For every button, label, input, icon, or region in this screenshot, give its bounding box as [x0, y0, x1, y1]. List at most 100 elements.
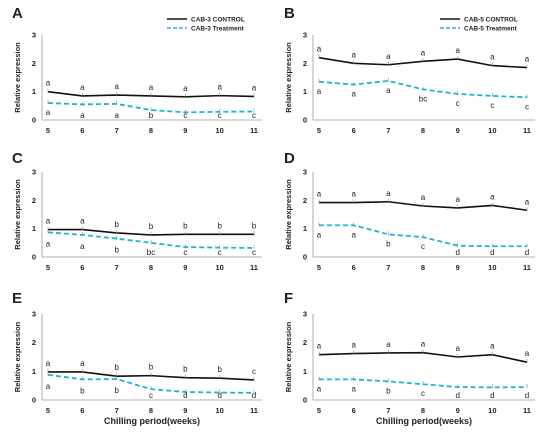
x-tick-label: 8: [149, 263, 153, 272]
y-tick-label: 3: [303, 310, 307, 319]
x-tick-label: 7: [115, 126, 119, 135]
y-tick-label: 0: [303, 253, 307, 262]
significance-letter: c: [183, 111, 187, 120]
y-tick-label: 2: [32, 196, 36, 205]
x-tick-label: 7: [386, 406, 390, 415]
significance-letter: a: [351, 50, 356, 59]
x-tick-label: 11: [523, 126, 531, 135]
significance-letter: c: [183, 248, 187, 257]
significance-letter: b: [386, 239, 391, 248]
y-axis-label: Relative expression: [284, 321, 293, 392]
y-tick-label: 2: [303, 59, 307, 68]
significance-letter: d: [217, 391, 221, 400]
y-tick-label: 3: [303, 168, 307, 177]
x-tick-label: 11: [250, 406, 258, 415]
x-tick-label: 11: [523, 406, 531, 415]
significance-letter: d: [490, 248, 494, 257]
x-tick-label: 8: [421, 126, 425, 135]
x-tick-label: 6: [352, 406, 356, 415]
x-tick-label: 8: [421, 263, 425, 272]
significance-letter: a: [80, 242, 85, 251]
significance-letter: c: [421, 242, 425, 251]
y-tick-label: 3: [32, 168, 36, 177]
significance-letter: b: [252, 221, 257, 230]
y-tick-label: 0: [32, 396, 36, 405]
significance-letter: a: [455, 46, 460, 55]
significance-letter: b: [114, 220, 119, 229]
significance-letter: a: [386, 52, 391, 61]
x-tick-label: 6: [352, 126, 356, 135]
significance-letter: b: [183, 221, 188, 230]
y-tick-label: 0: [303, 396, 307, 405]
significance-letter: d: [455, 248, 459, 257]
legend-entry: CAB-5 CONTROL: [464, 17, 518, 24]
significance-letter: c: [218, 111, 222, 120]
significance-letter: d: [525, 391, 529, 400]
significance-letter: d: [455, 391, 459, 400]
significance-letter: b: [183, 365, 188, 374]
x-tick-label: 9: [456, 126, 460, 135]
y-tick-label: 3: [32, 310, 36, 319]
significance-letter: a: [217, 83, 222, 92]
significance-letter: a: [317, 342, 322, 351]
y-tick-label: 1: [303, 367, 307, 376]
x-tick-label: 5: [317, 263, 321, 272]
y-tick-label: 1: [303, 87, 307, 96]
x-tick-label: 7: [115, 406, 119, 415]
significance-letter: a: [386, 340, 391, 349]
significance-letter: b: [149, 111, 154, 120]
x-tick-label: 5: [46, 126, 50, 135]
x-tick-label: 7: [386, 126, 390, 135]
x-tick-label: 11: [250, 263, 258, 272]
significance-letter: b: [114, 363, 119, 372]
significance-letter: c: [525, 102, 529, 111]
significance-letter: a: [490, 53, 495, 62]
x-tick-label: 11: [250, 126, 258, 135]
y-axis-label: Relative expression: [13, 179, 22, 250]
significance-letter: a: [351, 384, 356, 393]
x-tick-label: 10: [215, 263, 223, 272]
significance-letter: a: [351, 341, 356, 350]
y-tick-label: 0: [32, 116, 36, 125]
significance-letter: a: [351, 90, 356, 99]
significance-letter: a: [114, 82, 119, 91]
x-tick-label: 9: [183, 263, 187, 272]
significance-letter: a: [80, 111, 85, 120]
significance-letter: a: [421, 48, 426, 57]
y-tick-label: 3: [32, 31, 36, 40]
x-tick-label: 8: [149, 126, 153, 135]
significance-letter: d: [252, 391, 256, 400]
x-tick-label: 5: [317, 406, 321, 415]
significance-letter: c: [421, 389, 425, 398]
x-tick-label: 5: [46, 263, 50, 272]
x-tick-label: 6: [80, 406, 84, 415]
significance-letter: a: [386, 189, 391, 198]
significance-letter: a: [317, 87, 322, 96]
y-tick-label: 2: [303, 196, 307, 205]
significance-letter: a: [455, 195, 460, 204]
panel-letter: B: [284, 5, 295, 22]
y-tick-label: 1: [303, 224, 307, 233]
panel-a: A 0 1 2 3 Relative expression 5 6 7 8 9 10 11 a a a a a a a…: [12, 5, 262, 135]
y-axis-label: Relative expression: [13, 321, 22, 392]
significance-letter: a: [149, 83, 154, 92]
x-tick-label: 10: [488, 126, 496, 135]
significance-letter: c: [456, 99, 460, 108]
significance-letter: b: [114, 246, 119, 255]
panel-f: F 0 1 2 3 Relative expression 5 6 7 8 9 10 11 Chillin…: [284, 290, 535, 426]
x-tick-label: 5: [46, 406, 50, 415]
significance-letter: a: [525, 55, 530, 64]
x-tick-label: 9: [183, 406, 187, 415]
panel-c: C 0 1 2 3 Relative expression 5 6 7 8 9 10 11 a a b b b b b…: [12, 150, 262, 272]
x-tick-label: 7: [386, 263, 390, 272]
x-tick-label: 6: [352, 263, 356, 272]
x-tick-label: 8: [149, 406, 153, 415]
x-tick-label: 10: [215, 126, 223, 135]
y-tick-label: 0: [303, 116, 307, 125]
significance-letter: b: [386, 386, 391, 395]
significance-letter: b: [149, 363, 154, 372]
significance-letter: a: [317, 190, 322, 199]
y-tick-label: 1: [32, 224, 36, 233]
y-tick-label: 0: [32, 253, 36, 262]
significance-letter: c: [252, 248, 256, 257]
